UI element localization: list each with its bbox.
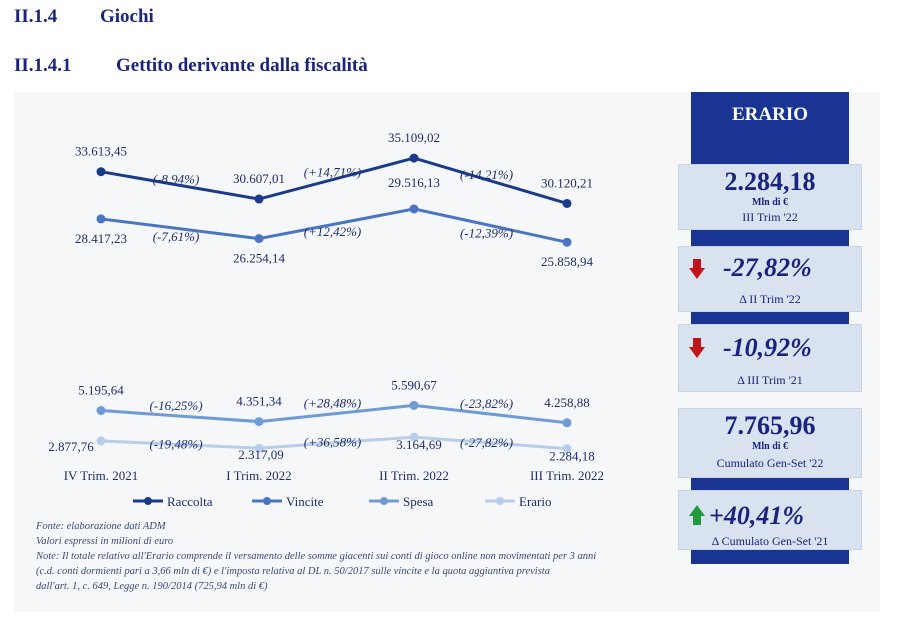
data-label: 26.254,14 [233,251,286,266]
sidebar-title: ERARIO [691,92,849,164]
kpi-delta-quarter: -27,82% Δ II Trim '22 [678,246,862,312]
data-point [562,237,572,247]
note-line: Note: Il totale relativo all'Erario comp… [36,551,597,562]
chart-notes: Fonte: elaborazione dati ADM Valori espr… [36,519,676,594]
arrow-down-icon [689,338,705,358]
x-tick-label: II Trim. 2022 [379,468,449,483]
sidebar-divider [691,478,849,490]
data-label: 4.258,88 [544,395,590,410]
data-label: 2.284,18 [549,449,595,464]
kpi-caption: Δ III Trim '21 [737,373,803,387]
legend-label: Raccolta [167,494,213,509]
change-label: (-27,82%) [460,435,513,450]
kpi-caption: Cumulato Gen-Set '22 [716,456,824,470]
kpi-delta-value: -27,82% [723,253,812,282]
subsection-title: Gettito derivante dalla fiscalità [116,55,368,76]
kpi-delta-value: +40,41% [709,501,804,530]
legend-label: Spesa [403,494,434,509]
note-line: (c.d. conti dormienti pari a 3,66 mln di… [36,566,550,577]
data-point [96,406,106,416]
sidebar-divider [691,312,849,324]
data-label: 33.613,45 [75,144,127,159]
data-label: 4.351,34 [236,394,282,409]
note-line: dall'art. 1, c. 649, Legge n. 190/2014 (… [36,581,268,592]
kpi-delta-cumulative: +40,41% Δ Cumulato Gen-Set '21 [678,490,862,550]
data-point [562,418,572,428]
legend-marker [496,497,504,505]
change-label: (+12,42%) [304,224,362,239]
change-label: (-16,25%) [149,398,202,413]
data-label: 5.590,67 [391,377,437,392]
change-label: (-7,61%) [153,229,200,244]
section-title: Giochi [100,6,154,27]
kpi-delta-year: -10,92% Δ III Trim '21 [678,324,862,392]
x-tick-label: III Trim. 2022 [530,468,604,483]
note-line: Valori espressi in milioni di euro [36,536,174,547]
data-point [562,198,572,208]
section-heading: II.1.4 Giochi [14,6,154,28]
kpi-unit: Mln di € [751,441,789,452]
kpi-erario-value: 2.284,18 Mln di € III Trim '22 [678,164,862,230]
change-label: (-19,48%) [149,437,202,452]
data-label: 25.858,94 [541,254,594,269]
data-point [409,432,419,442]
series-line-vincite [100,207,568,244]
data-point [96,167,106,177]
kpi-caption: III Trim '22 [742,210,798,224]
data-point [254,443,264,453]
kpi-value: 7.765,96 [724,411,816,440]
kpi-delta-value: -10,92% [723,333,812,362]
data-label: 35.109,02 [388,130,440,145]
subsection-number: II.1.4.1 [14,55,72,76]
kpi-unit: Mln di € [751,197,789,208]
data-label: 2.877,76 [48,439,94,454]
series-line-erario [100,435,568,451]
change-label: (+14,71%) [304,165,362,180]
change-label: (-14,21%) [460,167,513,182]
legend-label: Erario [519,494,551,509]
data-point [254,194,264,204]
data-label: 2.317,09 [238,447,284,462]
legend-marker [380,497,388,505]
data-label: 3.164,69 [396,437,442,452]
series-line-spesa [100,403,568,425]
data-label: 5.195,64 [78,383,124,398]
legend-marker [144,497,152,505]
data-point [254,417,264,427]
legend-marker [263,497,271,505]
change-label: (+28,48%) [304,395,362,410]
note-line: Fonte: elaborazione dati ADM [36,521,166,532]
data-label: 30.607,01 [233,171,285,186]
legend-label: Vincite [286,494,324,509]
data-label: 28.417,23 [75,231,127,246]
change-label: (-12,39%) [460,226,513,241]
data-label: 30.120,21 [541,175,593,190]
data-point [254,234,264,244]
series-line-raccolta [100,156,568,205]
change-label: (+36,58%) [304,435,362,450]
kpi-cumulative: 7.765,96 Mln di € Cumulato Gen-Set '22 [678,408,862,478]
data-point [96,436,106,446]
x-tick-label: I Trim. 2022 [226,468,291,483]
kpi-caption: Δ II Trim '22 [739,292,801,306]
data-point [562,444,572,454]
section-number: II.1.4 [14,6,58,27]
data-point [409,400,419,410]
data-point [409,153,419,163]
subsection-heading: II.1.4.1 Gettito derivante dalla fiscalit… [14,55,368,77]
arrow-up-icon [689,505,705,525]
change-label: (-23,82%) [460,396,513,411]
data-label: 29.516,13 [388,175,440,190]
sidebar-divider [691,550,849,564]
data-point [96,214,106,224]
kpi-value: 2.284,18 [724,167,816,196]
change-label: (-8,94%) [153,171,200,186]
arrow-down-icon [689,259,705,279]
kpi-caption: Δ Cumulato Gen-Set '21 [711,534,829,548]
data-point [409,204,419,214]
x-tick-label: IV Trim. 2021 [64,468,139,483]
